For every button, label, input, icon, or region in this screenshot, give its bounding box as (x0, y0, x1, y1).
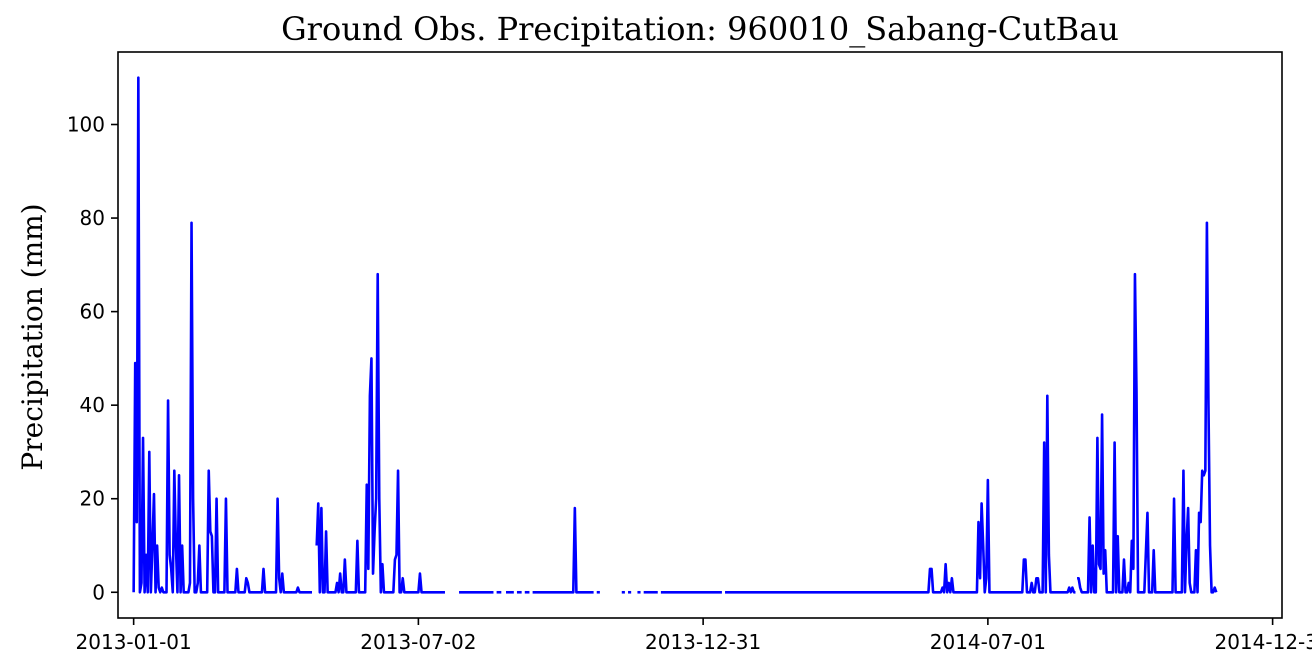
axes-frame (117, 51, 1283, 619)
series-line-segment (1077, 221, 1218, 594)
y-tick-label: 20 (80, 487, 105, 511)
y-tick-label: 100 (67, 113, 105, 137)
series-line-segment (532, 506, 594, 594)
series-line-segment (132, 76, 312, 594)
y-axis: 0 20 40 60 80 100 (67, 113, 118, 604)
x-tick-label: 2013-12-31 (645, 630, 761, 654)
y-tick-label: 40 (80, 393, 105, 417)
y-tick-label: 60 (80, 300, 105, 324)
x-tick-label: 2013-01-01 (76, 630, 192, 654)
x-axis: 2013-01-01 2013-07-02 2013-12-31 2014-07-01… (76, 618, 1312, 654)
y-axis-label: Precipitation (mm) (16, 203, 49, 470)
series-line-segment (725, 394, 1076, 594)
x-tick-label: 2014-07-01 (930, 630, 1046, 654)
y-tick-label: 80 (80, 206, 105, 230)
y-tick-label: 0 (92, 580, 105, 604)
x-tick-label: 2013-07-02 (360, 630, 476, 654)
series-line-segment (315, 272, 445, 594)
plot-area (132, 76, 1218, 594)
x-tick-label: 2014-12-30 (1214, 630, 1312, 654)
chart-title: Ground Obs. Precipitation: 960010_Sabang… (281, 10, 1119, 48)
